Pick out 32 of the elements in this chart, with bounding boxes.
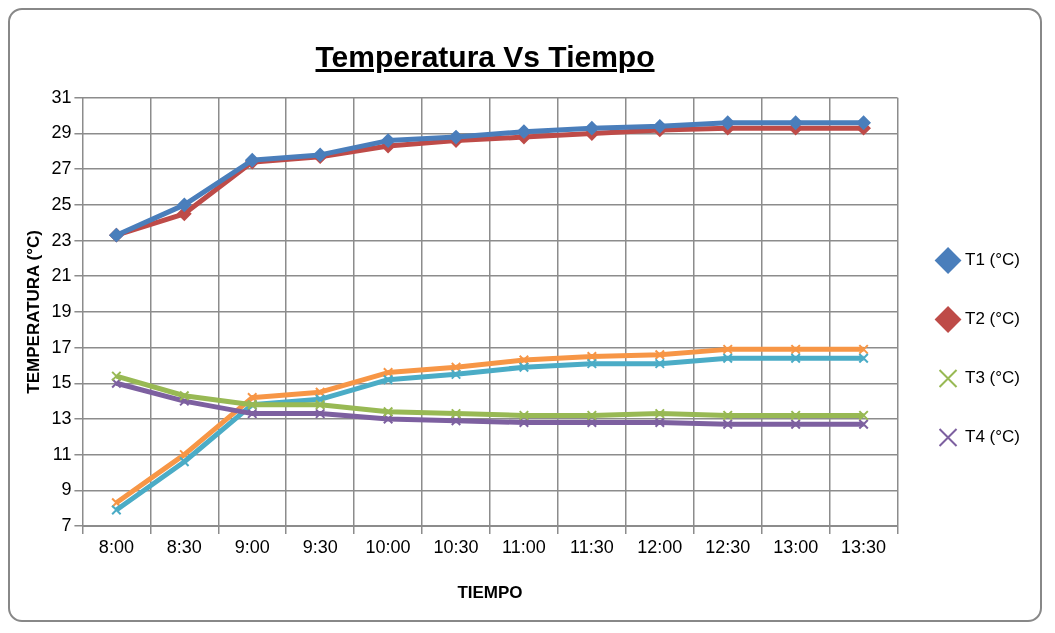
- legend-label: T3 (°C): [965, 368, 1021, 388]
- y-tick-label: 29: [51, 122, 72, 143]
- y-tick-label: 15: [51, 372, 72, 393]
- y-tick-label: 9: [61, 479, 72, 500]
- x-tick-label: 10:00: [365, 536, 411, 557]
- x-tick-label: 13:30: [841, 536, 887, 557]
- y-tick-label: 23: [51, 229, 72, 250]
- y-tick-label: 27: [51, 158, 72, 179]
- x-tick-label: 9:30: [302, 536, 338, 557]
- y-tick-label: 17: [51, 336, 72, 357]
- y-tick-label: 31: [51, 86, 72, 107]
- x-tick-label: 11:00: [502, 536, 546, 557]
- legend-label: T4 (°C): [965, 427, 1021, 447]
- legend-label: T2 (°C): [965, 309, 1021, 329]
- chart-title: Temperatura Vs Tiempo: [314, 40, 656, 75]
- x-tick-label: 10:30: [433, 536, 479, 557]
- y-axis-title: TEMPERATURA (°C): [23, 230, 43, 394]
- y-tick-label: 19: [51, 300, 72, 321]
- x-tick-label: 9:00: [234, 536, 270, 557]
- x-axis-title: TIEMPO: [457, 583, 523, 603]
- x-tick-label: 12:30: [705, 536, 751, 557]
- y-tick-label: 13: [51, 407, 72, 428]
- x-tick-label: 8:30: [166, 536, 202, 557]
- legend-label: T1 (°C): [965, 250, 1021, 270]
- x-tick-label: 8:00: [98, 536, 134, 557]
- y-tick-label: 25: [51, 193, 72, 214]
- y-tick-label: 11: [52, 443, 72, 464]
- x-tick-label: 11:30: [570, 536, 614, 557]
- x-tick-label: 12:00: [637, 536, 683, 557]
- y-tick-label: 7: [61, 514, 72, 535]
- y-tick-label: 21: [51, 265, 72, 286]
- x-tick-label: 13:00: [773, 536, 819, 557]
